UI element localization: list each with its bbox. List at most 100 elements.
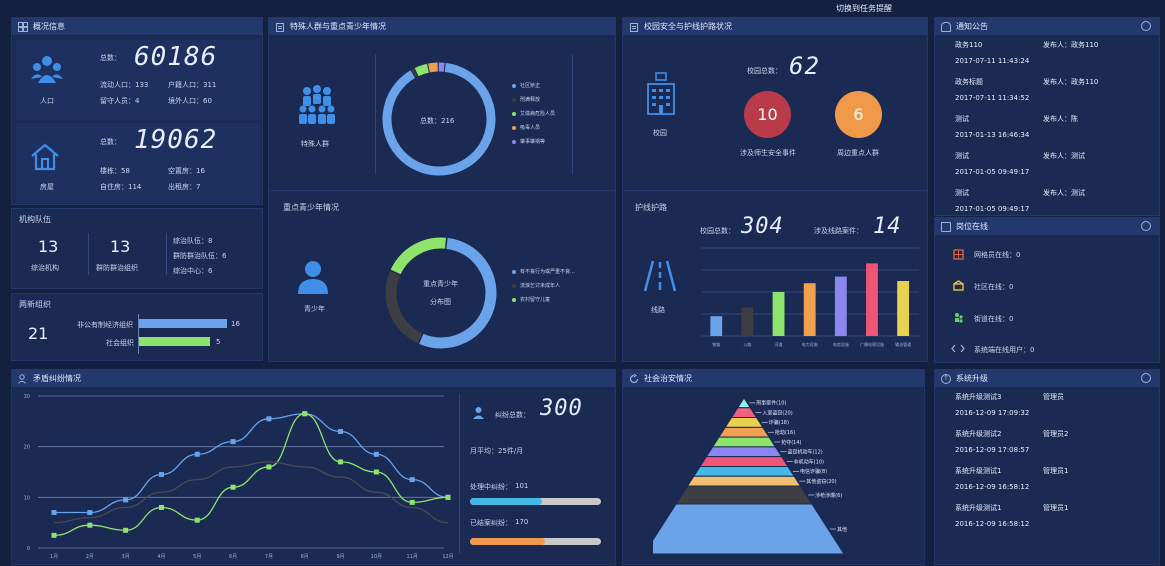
legend-item: 流浪乞讨未成年人 [512,282,575,289]
community-icon [953,280,964,291]
two-new-bar-label: 社会组织 [106,338,134,348]
special-donut-center: 总数：216 [420,116,454,126]
bar [897,281,909,336]
x-tick-label: 6月 [229,554,237,560]
legend-swatch [512,298,516,302]
house-icon [30,143,60,171]
legend-item: 刑满释放 [512,96,555,103]
pyramid-band [700,457,788,467]
data-point [231,485,236,490]
data-point [195,518,200,523]
population-overseas: 境外人口：60 [168,96,212,106]
x-tick-label: 电信设施 [833,341,849,347]
settings-gear-icon[interactable] [1141,221,1151,231]
pyramid-band [694,466,794,476]
upgrade-item-date: 2016-12-09 16:58:12 [955,483,1149,491]
two-new-total: 21 [28,324,48,343]
org-list-item: 综治中心：6 [173,266,212,276]
housing-vacant: 空置房：16 [168,166,205,176]
youth-legend: 有不良行为或严重不良... 流浪乞讨未成年人 农村留守儿童 [512,268,575,310]
settings-gear-icon[interactable] [1141,21,1151,31]
population-registered: 户籍人口：311 [168,80,216,90]
data-point [446,495,451,500]
notice-title: 通知公告 [956,21,988,32]
x-tick-label: 10月 [371,554,382,560]
pyramid-label: 入室盗窃(20) [762,409,792,416]
pyramid-label: 其他盗窃(20) [806,478,836,485]
overview-panel: 概况信息 人口 总数： 60186 流动人口：133 户籍人口：311 留守人员… [11,17,263,205]
upgrade-item-date: 2016-12-09 17:08:57 [955,446,1149,454]
upgrade-arrow-icon: ↑ [941,374,951,384]
processing-label: 处理中纠纷： [470,482,512,492]
pyramid-label: 涉枪涉爆(6) [815,492,842,499]
road-label: 线路 [651,305,665,315]
legend-item: 农村留守儿童 [512,296,575,303]
dispute-monthly: 月平均：25件/月 [470,446,523,456]
x-tick-label: 公路 [743,341,751,347]
switch-task-link[interactable]: 切换到任务提醒 [836,3,892,14]
donut-segment [396,243,446,272]
security-pyramid: 刑事案件(10)入室盗窃(20)诈骗(18)抢劫(16)抢夺(14)盗窃机动车(… [653,392,915,560]
data-point [123,528,128,533]
pyramid-label: 刑事案件(10) [756,400,786,407]
data-point [338,429,343,434]
settings-gear-icon[interactable] [1141,373,1151,383]
security-panel: 社会治安情况 刑事案件(10)入室盗窃(20)诈骗(18)抢劫(16)抢夺(14… [622,369,925,565]
population-total-label: 总数： [100,53,121,63]
pyramid-label: 其他 [837,526,847,533]
two-new-title: 两新组织 [19,299,51,310]
upgrade-item-user: 管理员 [1043,392,1149,402]
pyramid-band [713,437,776,447]
two-new-bar [139,319,227,328]
x-tick-label: 铁路 [712,341,720,347]
key-population-count: 6 [853,105,863,124]
housing-label: 房屋 [40,182,54,192]
data-point [302,411,307,416]
school-building-icon [645,72,677,116]
data-point [374,452,379,457]
upgrade-item-user: 管理员2 [1043,429,1149,439]
safety-event-label: 涉及师生安全事件 [740,148,796,158]
legend-item: 社区矫正 [512,82,555,89]
data-point [159,472,164,477]
road-total: 304 [741,214,784,239]
org-col1-value: 13 [38,237,58,256]
data-point [338,459,343,464]
pyramid-label: 盗窃机动车(12) [787,449,822,456]
legend-item: 肇事肇祸等 [512,138,555,145]
two-new-panel: 两新组织 21 非公有制经济组织 16 社会组织 5 [11,293,263,361]
legend-swatch [512,112,516,116]
dispute-total-label: 纠纷总数： [495,410,530,420]
campus-panel: 校园安全与护线护路状况 校园 校园总数： 62 10 涉及师生安全事件 6 周边… [622,17,928,362]
x-tick-label: 8月 [301,554,309,560]
data-point [123,497,128,502]
street-icon [953,312,964,323]
processing-progress-track [470,498,601,505]
notice-item-publisher: 发布人：政务110 [1043,77,1149,87]
y-tick-label: 10 [24,495,30,501]
special-legend: 社区矫正 刑满释放 艾滋病危险人员 吸毒人员 肇事肇祸等 [512,82,555,152]
org-panel: 机构队伍 13 综治机构 13 群防群治组织 综治队伍：8 群防群治队伍：6 综… [11,208,263,289]
group-people-icon [297,84,337,126]
x-tick-label: 11月 [406,554,417,560]
x-tick-label: 电力设施 [802,341,818,347]
x-tick-label: 12月 [442,554,453,560]
two-new-bar-label: 非公有制经济组织 [77,320,133,330]
org-list-item: 综治队伍：8 [173,236,212,246]
data-point [374,470,379,475]
youth-donut-center: 重点青少年 [423,279,458,289]
data-point [231,439,236,444]
special-panel: 特殊人群与重点青少年情况 特殊人群 总数：216 社区矫正 刑满释放 艾滋病危险… [268,17,616,362]
refresh-icon [629,374,639,384]
x-tick-label: 3月 [122,554,130,560]
online-item: 网格员在线：0 [974,250,1020,260]
legend-label: 社区矫正 [520,82,540,89]
notice-item-date: 2017-01-13 16:46:34 [955,131,1149,139]
pyramid-band [688,476,801,486]
notice-item-date: 2017-07-11 11:34:52 [955,94,1149,102]
legend-swatch [512,284,516,288]
road-total-label: 校园总数： [700,226,735,236]
notice-item-publisher: 发布人：陈 [1043,114,1149,124]
online-item: 系统端在线用户：0 [974,345,1034,355]
